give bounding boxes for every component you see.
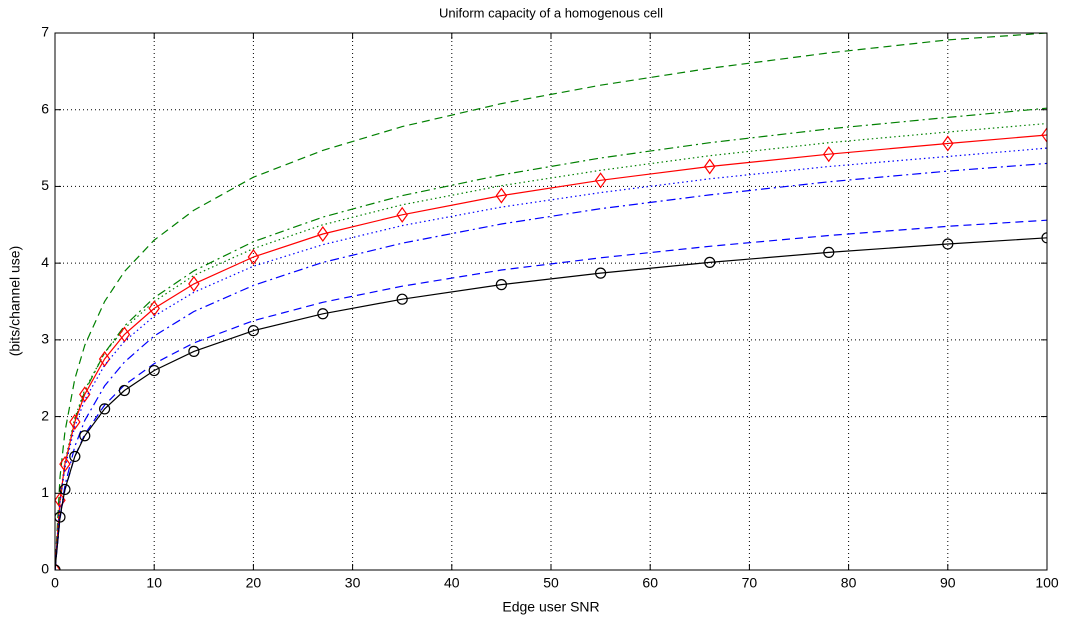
series-marker xyxy=(55,561,61,570)
series-marker xyxy=(69,450,81,463)
series-marker xyxy=(317,225,329,243)
y-tick-label: 3 xyxy=(41,331,49,347)
series-marker xyxy=(188,275,200,292)
series-marker xyxy=(79,430,91,442)
x-tick-label: 40 xyxy=(444,575,460,591)
series-marker xyxy=(1041,232,1047,244)
series-line xyxy=(55,122,1047,570)
series-marker xyxy=(188,345,200,357)
y-axis-label: (bits/channel use) xyxy=(7,246,23,357)
series-line xyxy=(55,237,1047,570)
y-tick-label: 2 xyxy=(41,407,49,423)
series-marker xyxy=(703,158,716,175)
x-tick-label: 90 xyxy=(940,575,956,591)
series-line xyxy=(55,134,1047,570)
series-marker xyxy=(59,483,71,496)
series-marker xyxy=(942,238,954,250)
y-tick-label: 5 xyxy=(41,177,49,193)
x-tick-label: 100 xyxy=(1035,575,1059,591)
y-tick-label: 6 xyxy=(41,100,49,116)
x-axis-label: Edge user SNR xyxy=(502,599,599,615)
series-marker xyxy=(247,248,260,266)
y-tick-label: 4 xyxy=(41,254,49,270)
x-tick-label: 70 xyxy=(742,575,758,591)
ticks: 0 10 20 30 40 50 60 70 80 90 100 0 1 2 3 4 5 6 7 xyxy=(41,24,1059,591)
x-tick-label: 0 xyxy=(51,575,59,591)
x-tick-label: 30 xyxy=(345,575,361,591)
series-marker xyxy=(317,308,329,320)
series-marker xyxy=(396,206,408,223)
x-tick-label: 20 xyxy=(246,575,262,591)
series-marker xyxy=(495,187,508,204)
series-marker xyxy=(55,511,66,523)
chart-title: Uniform capacity of a homogenous cell xyxy=(439,5,663,20)
x-tick-label: 50 xyxy=(543,575,559,591)
series-marker xyxy=(1041,126,1047,144)
x-tick-label: 60 xyxy=(642,575,658,591)
y-tick-label: 7 xyxy=(41,24,49,40)
series-marker xyxy=(148,364,160,377)
series-marker xyxy=(942,135,954,152)
series-marker xyxy=(118,384,131,397)
y-tick-label: 1 xyxy=(41,484,49,500)
series-line xyxy=(55,33,1047,570)
series-marker xyxy=(823,146,835,163)
series-marker xyxy=(495,279,507,291)
series-marker xyxy=(704,256,716,268)
series-marker xyxy=(823,246,835,259)
series-marker xyxy=(69,413,81,430)
series-marker xyxy=(396,293,408,305)
series-marker xyxy=(594,172,607,189)
series-marker xyxy=(247,325,259,337)
y-tick-label: 0 xyxy=(41,561,49,577)
x-tick-label: 10 xyxy=(146,575,162,591)
lines xyxy=(55,33,1047,570)
series-marker xyxy=(98,403,111,415)
series-line xyxy=(55,162,1047,570)
series-marker xyxy=(594,267,607,279)
x-tick-label: 80 xyxy=(841,575,857,591)
series-line xyxy=(55,107,1047,570)
